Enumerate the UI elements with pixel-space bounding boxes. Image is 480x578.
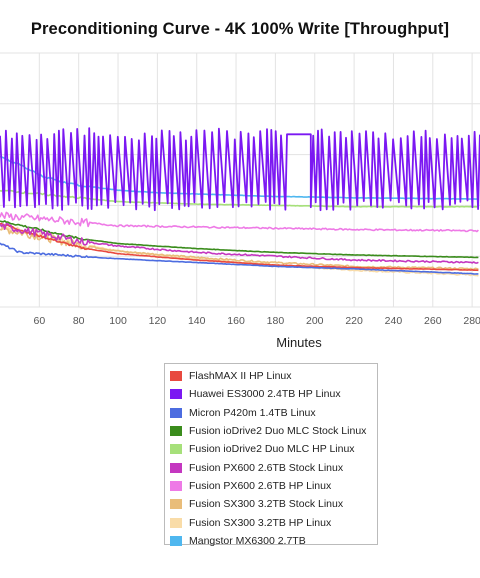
legend-item[interactable]: Fusion PX600 2.6TB Stock Linux — [165, 458, 377, 476]
legend-item[interactable]: Micron P420m 1.4TB Linux — [165, 404, 377, 422]
legend-swatch — [170, 462, 182, 473]
legend-item[interactable]: FlashMAX II HP Linux — [165, 367, 377, 385]
x-tick-label: 120 — [149, 315, 167, 327]
legend-swatch — [170, 517, 182, 528]
legend-item[interactable]: Fusion SX300 3.2TB HP Linux — [165, 513, 377, 531]
legend-label: Huawei ES3000 2.4TB HP Linux — [189, 388, 341, 401]
series-line-3 — [0, 242, 479, 275]
series-line-7 — [0, 211, 479, 233]
legend-label: FlashMAX II HP Linux — [189, 370, 292, 383]
legend-item[interactable]: Huawei ES3000 2.4TB HP Linux — [165, 385, 377, 403]
x-tick-label: 60 — [34, 315, 46, 327]
legend-swatch — [170, 444, 182, 455]
x-tick-label: 80 — [73, 315, 85, 327]
x-tick-labels: 60 80 100 120 140 160 180 200 220 240 260 280 — [34, 315, 480, 327]
legend-label: Fusion ioDrive2 Duo MLC HP Linux — [189, 443, 355, 456]
legend-item[interactable]: Fusion ioDrive2 Duo MLC Stock Linux — [165, 422, 377, 440]
legend-label: Micron P420m 1.4TB Linux — [189, 406, 316, 419]
series-line-4 — [0, 220, 479, 259]
legend-label: Fusion ioDrive2 Duo MLC Stock Linux — [189, 425, 367, 438]
legend-label: Fusion SX300 3.2TB Stock Linux — [189, 498, 344, 511]
legend-label: Fusion PX600 2.6TB HP Linux — [189, 479, 332, 492]
series-lines — [0, 127, 480, 277]
x-tick-label: 200 — [306, 315, 324, 327]
x-tick-label: 280 — [463, 315, 480, 327]
legend-label: Mangstor MX6300 2.7TB — [189, 534, 306, 547]
series-line-1 — [0, 222, 479, 272]
legend-swatch — [170, 499, 182, 510]
x-tick-label: 160 — [227, 315, 245, 327]
chart-title: Preconditioning Curve - 4K 100% Write [T… — [30, 20, 450, 38]
x-tick-label: 260 — [424, 315, 442, 327]
legend-swatch — [170, 407, 182, 418]
x-tick-label: 100 — [109, 315, 127, 327]
series-line-2 — [0, 127, 480, 212]
legend-swatch — [170, 535, 182, 546]
series-line-6 — [0, 222, 479, 264]
x-axis-title: Minutes — [276, 335, 322, 350]
legend-swatch — [170, 426, 182, 437]
x-tick-label: 240 — [385, 315, 403, 327]
legend-swatch — [170, 389, 182, 400]
legend-item[interactable]: Fusion ioDrive2 Duo MLC HP Linux — [165, 440, 377, 458]
legend-swatch — [170, 480, 182, 491]
x-tick-label: 220 — [345, 315, 363, 327]
legend-swatch — [170, 371, 182, 382]
legend-label: Fusion SX300 3.2TB HP Linux — [189, 516, 332, 529]
legend: FlashMAX II HP Linux Huawei ES3000 2.4TB … — [164, 363, 378, 547]
legend-item[interactable]: Fusion SX300 3.2TB Stock Linux — [165, 495, 377, 513]
x-tick-label: 180 — [267, 315, 285, 327]
x-tick-label: 140 — [188, 315, 206, 327]
legend-label: Fusion PX600 2.6TB Stock Linux — [189, 461, 344, 474]
legend-item[interactable]: Fusion PX600 2.6TB HP Linux — [165, 477, 377, 495]
legend-item[interactable]: Mangstor MX6300 2.7TB — [165, 532, 377, 550]
